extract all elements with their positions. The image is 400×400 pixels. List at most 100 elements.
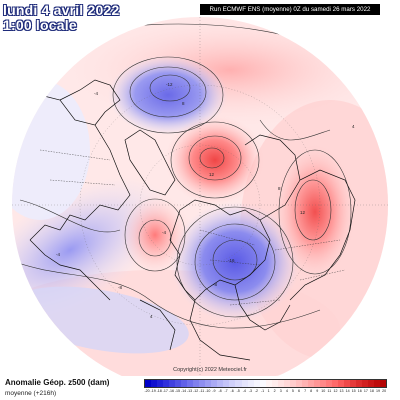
legend-label: 12 bbox=[333, 389, 338, 393]
legend-colorbar bbox=[144, 379, 387, 388]
legend-label: -17 bbox=[162, 389, 168, 393]
map-panel: -12 8 12 -4 8 -16 -8 -8 -4 -4 4 12 4 bbox=[12, 17, 388, 376]
legend-swatch bbox=[199, 380, 206, 387]
legend-swatch bbox=[301, 380, 308, 387]
contour-label: -12 bbox=[166, 82, 173, 87]
legend-swatch bbox=[253, 380, 260, 387]
legend-swatch bbox=[205, 380, 212, 387]
contour-label: -16 bbox=[228, 258, 235, 263]
legend-swatch bbox=[235, 380, 242, 387]
legend-swatch bbox=[356, 380, 363, 387]
forecast-time: 1:00 locale bbox=[3, 17, 77, 33]
legend-swatch bbox=[211, 380, 218, 387]
contour-label: 8 bbox=[182, 101, 185, 106]
legend-swatch bbox=[265, 380, 272, 387]
contour-label: -4 bbox=[94, 91, 98, 96]
legend-swatch bbox=[307, 380, 314, 387]
hemisphere-map: -12 8 12 -4 8 -16 -8 -8 -4 -4 4 12 4 bbox=[12, 17, 388, 376]
legend-label: 8 bbox=[310, 389, 313, 393]
variable-title: Anomalie Géop. z500 (dam) bbox=[5, 378, 110, 387]
contour-label: 8 bbox=[278, 186, 281, 191]
legend-swatch bbox=[271, 380, 278, 387]
legend-swatch bbox=[193, 380, 200, 387]
legend-swatch bbox=[175, 380, 182, 387]
legend-label: 13 bbox=[339, 389, 344, 393]
legend-label: -18 bbox=[156, 389, 162, 393]
legend-swatch bbox=[289, 380, 296, 387]
legend-label: 18 bbox=[369, 389, 374, 393]
legend-label: 5 bbox=[291, 389, 294, 393]
legend-swatch bbox=[163, 380, 170, 387]
legend-swatch bbox=[229, 380, 236, 387]
contour-label: -4 bbox=[56, 252, 60, 257]
legend-label: -7 bbox=[224, 389, 228, 393]
legend-swatch bbox=[338, 380, 345, 387]
legend-label: -11 bbox=[199, 389, 205, 393]
legend-label: -5 bbox=[236, 389, 240, 393]
legend-swatch bbox=[181, 380, 188, 387]
contour-label: -8 bbox=[213, 282, 217, 287]
legend-label: 10 bbox=[321, 389, 326, 393]
coastlines bbox=[19, 79, 356, 361]
legend-label: 11 bbox=[327, 389, 332, 393]
legend-swatch bbox=[331, 380, 338, 387]
contour-label: -8 bbox=[118, 285, 122, 290]
legend-label: -19 bbox=[150, 389, 156, 393]
legend-swatch bbox=[313, 380, 320, 387]
legend-label: 4 bbox=[285, 389, 288, 393]
legend-swatch bbox=[295, 380, 302, 387]
legend-swatch bbox=[277, 380, 284, 387]
contour-label: 12 bbox=[209, 172, 215, 177]
legend-label: 3 bbox=[279, 389, 282, 393]
legend-swatch bbox=[374, 380, 381, 387]
legend-swatch bbox=[350, 380, 357, 387]
legend-swatch bbox=[241, 380, 248, 387]
legend-label: -10 bbox=[205, 389, 211, 393]
copyright-text: Copyright(c) 2022 Meteociel.fr bbox=[173, 367, 247, 373]
contour-label: 4 bbox=[352, 124, 355, 129]
contour-lines bbox=[12, 23, 388, 329]
legend-swatch bbox=[319, 380, 326, 387]
legend-swatch bbox=[247, 380, 254, 387]
legend-label: 6 bbox=[297, 389, 300, 393]
legend-label: -1 bbox=[260, 389, 265, 393]
forecast-date: lundi 4 avril 2022 bbox=[3, 2, 120, 18]
legend-label: 14 bbox=[345, 389, 350, 393]
legend-label: 7 bbox=[304, 389, 307, 393]
borders bbox=[39, 149, 346, 306]
color-legend: -20 -19 -18 -17 -16 -15 -14 -13 -12 -11 -10 -9 -8 -7-… bbox=[144, 379, 387, 397]
legend-swatch bbox=[157, 380, 164, 387]
legend-swatch bbox=[368, 380, 375, 387]
legend-label: 15 bbox=[351, 389, 356, 393]
legend-label: -8 bbox=[218, 389, 222, 393]
legend-swatch bbox=[217, 380, 224, 387]
legend-swatch bbox=[380, 380, 387, 387]
legend-swatch bbox=[145, 380, 152, 387]
legend-label: 17 bbox=[363, 389, 368, 393]
legend-label: 9 bbox=[316, 389, 319, 393]
legend-label: -3 bbox=[248, 389, 252, 393]
legend-label: -16 bbox=[168, 389, 174, 393]
legend-label: 20 bbox=[382, 389, 387, 393]
legend-label: 2 bbox=[273, 389, 276, 393]
legend-swatch bbox=[283, 380, 290, 387]
low-anomaly-north bbox=[108, 55, 228, 135]
legend-swatch bbox=[325, 380, 332, 387]
high-anomaly-asia bbox=[273, 142, 357, 282]
legend-label: -6 bbox=[230, 389, 234, 393]
legend-label: -15 bbox=[174, 389, 181, 393]
legend-label: -13 bbox=[186, 389, 193, 393]
legend-swatch bbox=[223, 380, 230, 387]
low-anomaly-europe bbox=[170, 202, 300, 322]
legend-label: -2 bbox=[254, 389, 259, 393]
legend-label: -4 bbox=[242, 389, 246, 393]
contour-label: 4 bbox=[150, 314, 153, 319]
forecast-datetime: lundi 4 avril 2022 1:00 locale bbox=[3, 3, 119, 33]
legend-label: -20 bbox=[144, 389, 150, 393]
legend-swatch bbox=[259, 380, 266, 387]
legend-swatch bbox=[362, 380, 369, 387]
high-anomaly-atlantic bbox=[119, 193, 191, 277]
legend-swatch bbox=[344, 380, 351, 387]
contour-label: -4 bbox=[162, 230, 166, 235]
legend-label: 1 bbox=[267, 389, 270, 393]
